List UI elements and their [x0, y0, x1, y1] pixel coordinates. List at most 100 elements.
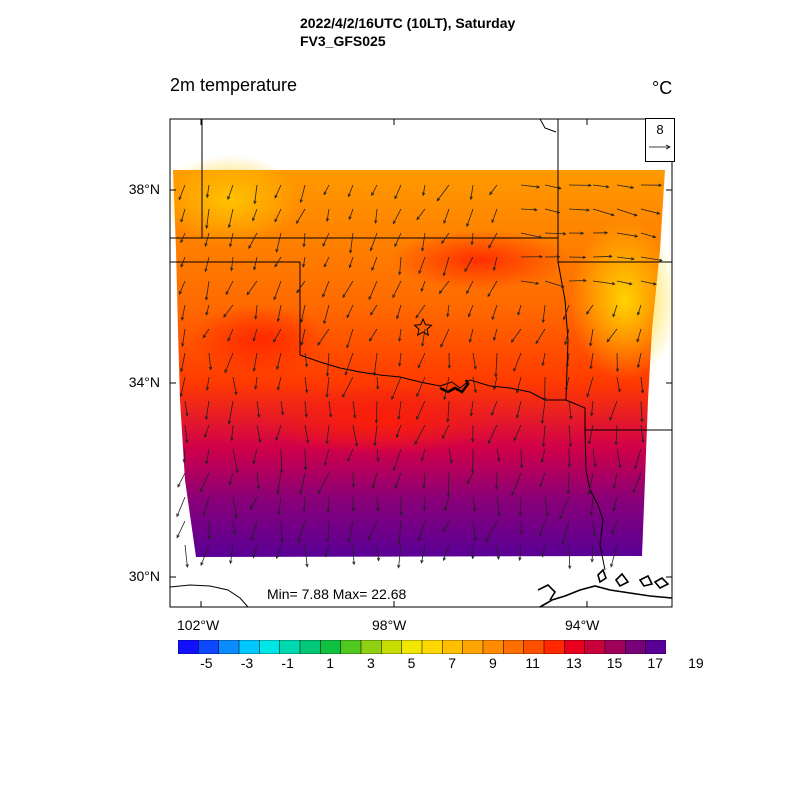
- wind-vector-head: [487, 440, 491, 445]
- wind-vector: [254, 184, 258, 204]
- wind-vector-head: [417, 537, 421, 542]
- wind-vector-head: [347, 458, 351, 462]
- wind-vector: [206, 448, 210, 464]
- wind-vector: [352, 400, 356, 418]
- wind-vector: [301, 328, 306, 345]
- wind-vector-head: [416, 393, 420, 398]
- wind-vector-head: [394, 195, 398, 200]
- wind-vector-head: [371, 267, 375, 272]
- wind-vector-head: [540, 459, 545, 463]
- wind-vector: [255, 304, 258, 319]
- colorbar-tick-label: 19: [688, 655, 704, 671]
- wind-vector-head: [253, 200, 257, 205]
- wind-vector: [326, 208, 330, 222]
- wind-vector: [539, 520, 546, 536]
- wind-vector: [640, 232, 656, 238]
- wind-vector-head: [487, 293, 491, 298]
- wind-vector: [443, 208, 450, 224]
- wind-vector-head: [535, 340, 539, 345]
- wind-vector: [205, 256, 210, 272]
- wind-vectors: [176, 183, 663, 570]
- wind-vector-head: [347, 193, 351, 198]
- wind-vector-head: [541, 319, 545, 324]
- wind-vector: [634, 448, 642, 469]
- wind-vector: [519, 496, 522, 516]
- wind-vector-head: [590, 558, 594, 563]
- wind-vector-head: [605, 185, 610, 189]
- wind-vector-head: [323, 263, 327, 268]
- colorbar-swatch: [238, 640, 260, 654]
- wind-vector-head: [563, 316, 567, 321]
- wind-vector: [544, 208, 560, 214]
- wind-vector: [277, 304, 282, 322]
- wind-vector-head: [280, 411, 285, 416]
- wind-vector: [399, 328, 402, 342]
- wind-vector: [304, 352, 308, 367]
- wind-vector-head: [228, 481, 232, 486]
- wind-vector: [208, 352, 212, 370]
- wind-vector-head: [205, 460, 209, 465]
- wind-vector-head: [251, 537, 255, 542]
- wind-vector: [300, 472, 306, 494]
- wind-vector-head: [519, 530, 523, 535]
- wind-vector: [616, 184, 634, 189]
- wind-vector-head: [347, 538, 351, 543]
- wind-vector-head: [561, 540, 566, 545]
- wind-vector-head: [615, 368, 620, 373]
- wind-vector-head: [658, 183, 663, 187]
- wind-vector-head: [580, 231, 585, 235]
- boundary-mo-ok: [557, 119, 569, 401]
- colorbar-swatch: [381, 640, 403, 654]
- wind-vector: [491, 304, 498, 320]
- wind-vector: [371, 256, 378, 271]
- wind-vector: [246, 280, 258, 295]
- wind-vector-head: [296, 289, 300, 294]
- wind-vector-head: [274, 218, 278, 223]
- wind-vector: [640, 424, 644, 443]
- wind-vector-head: [420, 288, 424, 292]
- wind-vector-head: [488, 244, 492, 249]
- wind-vector: [200, 544, 210, 566]
- wind-vector-head: [556, 210, 561, 214]
- wind-vector-head: [392, 294, 396, 299]
- wind-vector: [442, 520, 450, 532]
- wind-vector-head: [204, 434, 208, 438]
- wind-vector: [541, 400, 546, 424]
- wind-vector: [591, 400, 594, 416]
- wind-vector: [323, 304, 330, 324]
- wind-vector: [513, 352, 522, 372]
- wind-vector-head: [559, 515, 563, 520]
- wind-vector: [563, 304, 570, 320]
- wind-vector: [640, 256, 663, 261]
- wind-vector-head: [416, 216, 420, 221]
- wind-vector-head: [612, 507, 616, 512]
- wind-vector-head: [235, 469, 239, 474]
- wind-vector: [398, 400, 402, 420]
- wind-vector-head: [344, 371, 348, 376]
- wind-vector: [590, 352, 594, 369]
- wind-vector-head: [227, 224, 232, 229]
- boundary-red-river: [299, 354, 586, 409]
- wind-vector-head: [637, 311, 641, 316]
- wind-vector: [303, 232, 306, 247]
- wind-vector: [493, 256, 498, 271]
- wind-vector: [611, 520, 618, 534]
- wind-vector: [180, 256, 186, 267]
- wind-vector: [637, 352, 642, 368]
- wind-vector-head: [317, 490, 322, 494]
- wind-vector-head: [608, 254, 613, 259]
- wind-vector-head: [325, 440, 329, 445]
- wind-vector: [323, 256, 330, 267]
- lake-texoma: [439, 379, 470, 394]
- wind-vector-head: [182, 459, 186, 464]
- wind-vector: [418, 256, 426, 274]
- wind-vector: [276, 544, 282, 559]
- wind-vector-head: [349, 249, 353, 254]
- wind-vector-head: [565, 363, 570, 368]
- wind-vector-head: [202, 512, 206, 517]
- wind-vector: [304, 400, 307, 417]
- wind-vector: [300, 304, 306, 323]
- wind-vector: [592, 520, 596, 536]
- wind-vector: [371, 184, 378, 196]
- wind-vector-head: [610, 213, 615, 217]
